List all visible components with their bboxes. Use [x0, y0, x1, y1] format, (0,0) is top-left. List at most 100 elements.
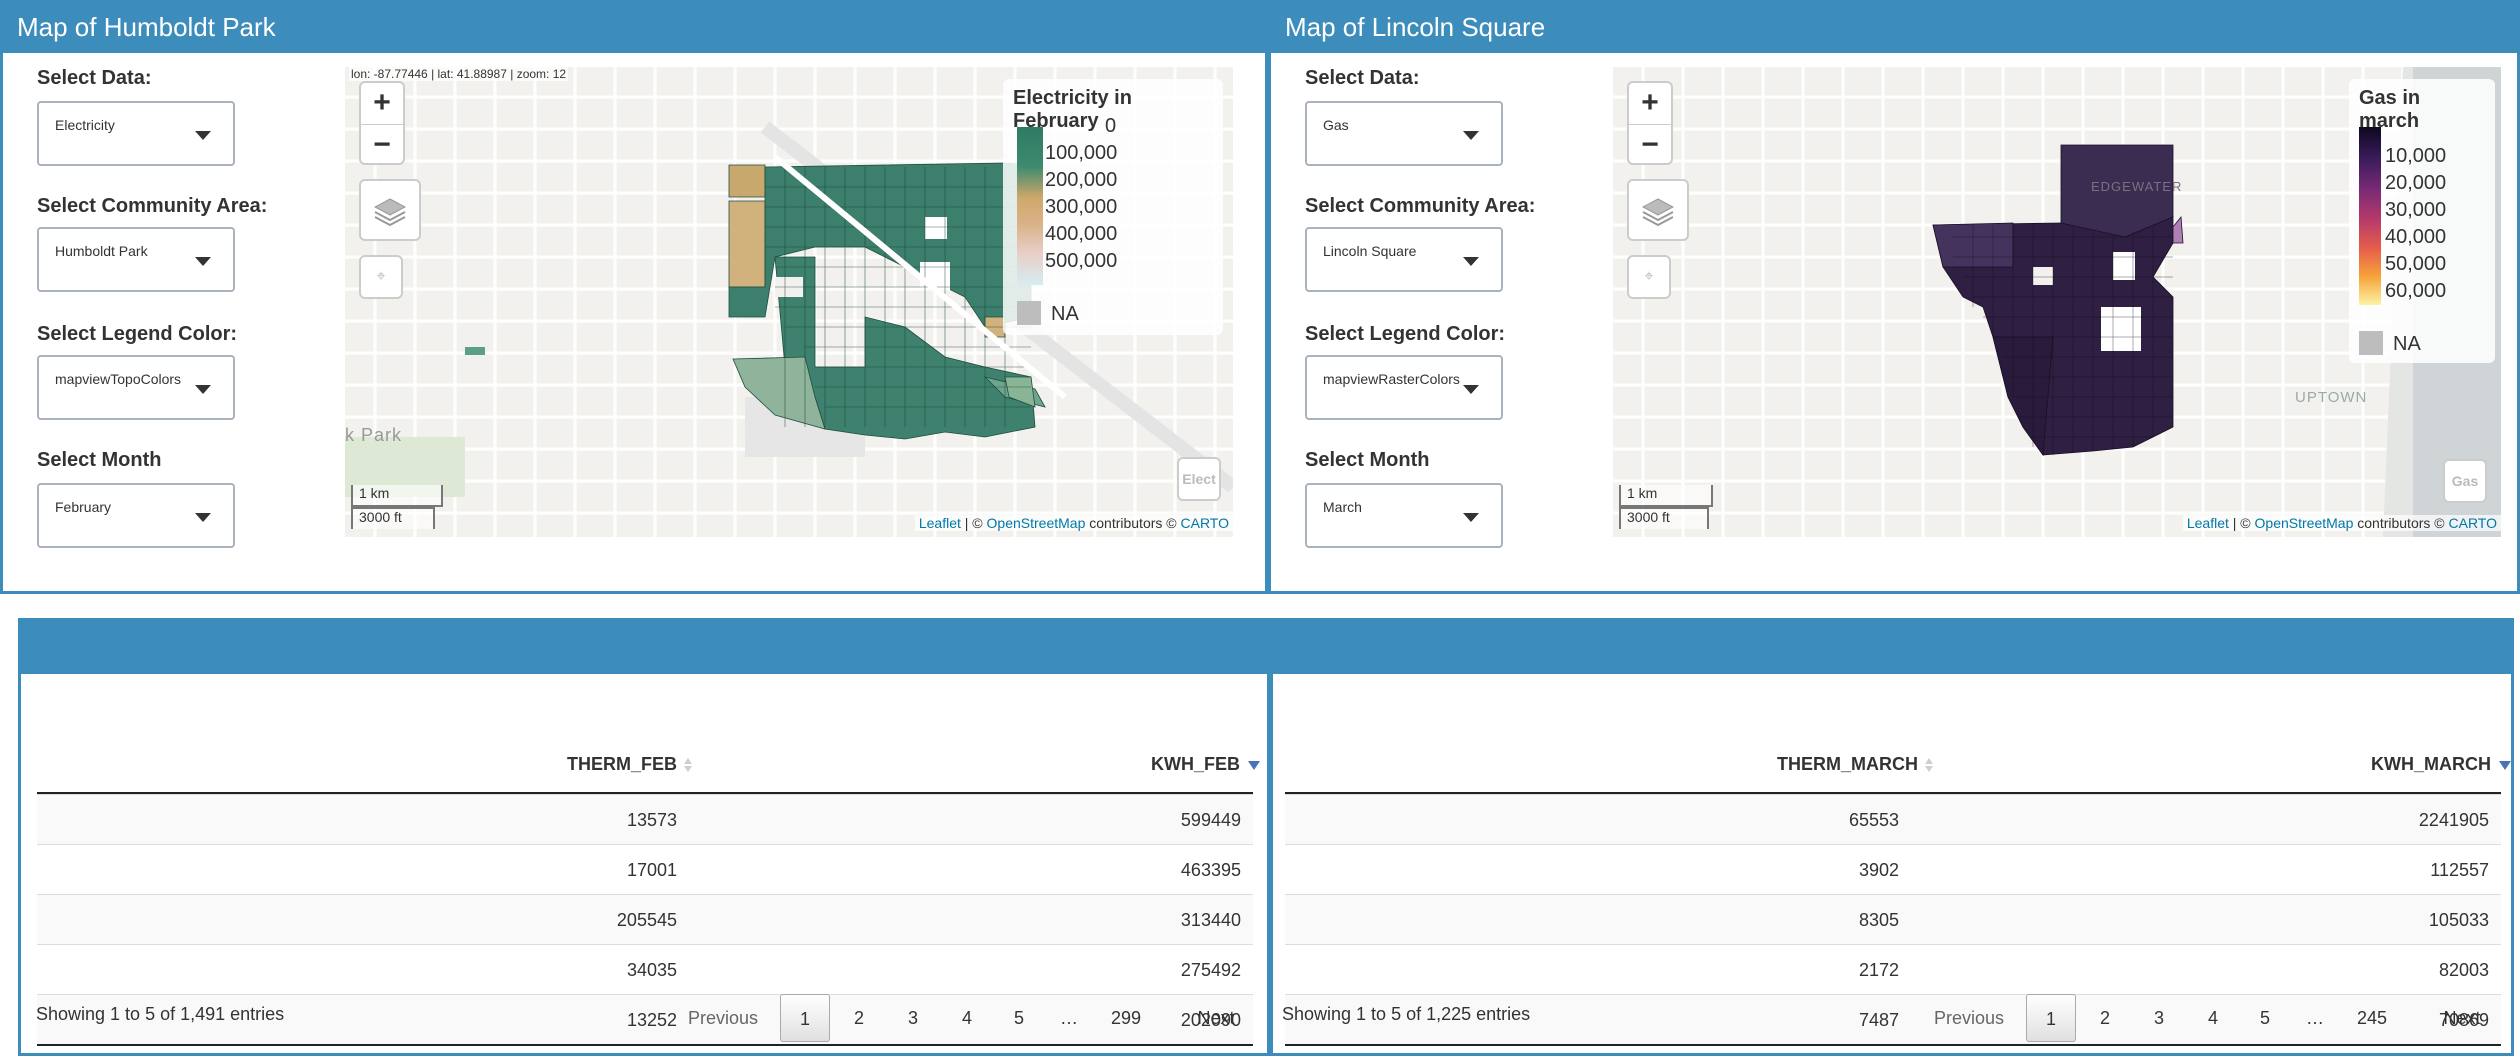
- cell-therm: 17001: [626, 860, 677, 880]
- select-data-dropdown[interactable]: Gas: [1305, 101, 1503, 166]
- zoom-in-button[interactable]: +: [1641, 86, 1659, 119]
- choropleth-layer[interactable]: [1613, 67, 2501, 537]
- select-month-label: Select Month: [1305, 449, 1430, 471]
- map-legend: Gas in march 10,000 20,000 30,000 40,000…: [2349, 79, 2495, 363]
- column-header-label: KWH_MARCH: [2371, 754, 2491, 774]
- pagination: Previous 1 2 3 4 5 … 299 Next: [680, 994, 1250, 1042]
- select-data-dropdown[interactable]: Electricity: [37, 101, 235, 166]
- home-zoom-button[interactable]: ⌖: [1627, 255, 1671, 299]
- pagination-page[interactable]: 2: [853, 1008, 864, 1028]
- panel-title: Map of Humboldt Park: [3, 3, 1265, 53]
- select-legend-color-value: mapviewTopoColors: [55, 371, 182, 387]
- select-month-dropdown[interactable]: February: [37, 483, 235, 548]
- legend-tick: 20,000: [2385, 172, 2447, 194]
- pagination-page[interactable]: 3: [2153, 1008, 2164, 1028]
- table-info: Showing 1 to 5 of 1,491 entries: [36, 1004, 285, 1024]
- select-community-dropdown[interactable]: Humboldt Park: [37, 227, 235, 292]
- table-row[interactable]: 65553 2241905: [1285, 794, 2501, 844]
- layers-button[interactable]: [359, 179, 421, 241]
- column-header-label: THERM_FEB: [567, 754, 678, 774]
- cell-therm: 205545: [616, 910, 677, 930]
- place-label: k Park: [345, 425, 403, 445]
- zoom-out-button[interactable]: −: [1629, 124, 1671, 166]
- cell-kwh: 202090: [1180, 1010, 1241, 1030]
- chevron-down-icon: [1463, 131, 1479, 140]
- pagination-previous[interactable]: Previous: [687, 1008, 759, 1028]
- layers-button[interactable]: [1627, 179, 1689, 241]
- legend-tick: 40,000: [2385, 226, 2447, 248]
- select-legend-color-dropdown[interactable]: mapviewRasterColors: [1305, 355, 1503, 420]
- select-community-value: Humboldt Park: [55, 243, 148, 259]
- layer-toggle-button[interactable]: Elect: [1177, 457, 1221, 501]
- table-row[interactable]: 17001 463395: [37, 844, 1253, 894]
- select-data-label: Select Data:: [37, 67, 152, 89]
- column-header-therm-feb[interactable]: THERM_FEB: [567, 754, 693, 775]
- cell-therm: 3902: [1858, 860, 1899, 880]
- place-label: EDGEWATER: [2091, 179, 2183, 194]
- zoom-out-button[interactable]: −: [361, 124, 403, 166]
- table-row[interactable]: 34035 275492: [37, 944, 1253, 994]
- osm-link[interactable]: OpenStreetMap: [2254, 515, 2354, 531]
- table-row[interactable]: 7487 70869: [1285, 994, 2501, 1044]
- column-header-therm-march[interactable]: THERM_MARCH: [1777, 754, 1934, 775]
- legend-colorbar: [1017, 127, 1043, 285]
- select-month-value: March: [1323, 499, 1362, 515]
- pagination-page[interactable]: 1: [2026, 994, 2076, 1042]
- pagination-ellipsis: …: [2306, 1008, 2324, 1028]
- column-header-kwh-march[interactable]: KWH_MARCH: [2371, 754, 2511, 775]
- select-legend-color-label: Select Legend Color:: [37, 323, 238, 345]
- pagination-page[interactable]: 299: [1110, 1008, 1142, 1028]
- table-row[interactable]: 13252 202090: [37, 994, 1253, 1044]
- pagination-page[interactable]: 1: [780, 994, 830, 1042]
- zoom-in-button[interactable]: +: [373, 86, 391, 119]
- cell-kwh: 313440: [1180, 910, 1241, 930]
- carto-link[interactable]: CARTO: [2448, 515, 2498, 531]
- pagination-page[interactable]: 2: [2099, 1008, 2110, 1028]
- pagination-page[interactable]: 3: [907, 1008, 918, 1028]
- cell-kwh: 112557: [2430, 860, 2489, 880]
- table-row[interactable]: 2172 82003: [1285, 944, 2501, 994]
- legend-tick: 400,000: [1045, 223, 1118, 245]
- pagination-page[interactable]: 245: [2356, 1008, 2388, 1028]
- pagination-page[interactable]: 4: [2207, 1008, 2218, 1028]
- layer-toggle-button[interactable]: Gas: [2443, 459, 2487, 503]
- attribution-text: | ©: [2228, 515, 2255, 531]
- select-month-value: February: [55, 499, 112, 515]
- select-legend-color-dropdown[interactable]: mapviewTopoColors: [37, 355, 235, 420]
- table-row[interactable]: 3902 112557: [1285, 844, 2501, 894]
- home-zoom-button[interactable]: ⌖: [359, 255, 403, 299]
- humboldt-table-panel: THERM_FEB KWH_FEB 13573 599449 17001 463…: [18, 674, 1270, 1056]
- table-row[interactable]: 205545 313440: [37, 894, 1253, 944]
- carto-link[interactable]: CARTO: [1180, 515, 1230, 531]
- humboldt-map-panel: Map of Humboldt Park Select Data: Electr…: [0, 0, 1268, 594]
- sort-icon: [683, 758, 693, 773]
- cell-kwh: 599449: [1180, 810, 1241, 830]
- table-row[interactable]: 8305 105033: [1285, 894, 2501, 944]
- legend-tick: 0: [1105, 115, 1117, 137]
- leaflet-link[interactable]: Leaflet: [918, 515, 961, 531]
- leaflet-map-humboldt[interactable]: lon: -87.77446 | lat: 41.88987 | zoom: 1…: [345, 67, 1233, 537]
- choropleth-layer[interactable]: [345, 67, 1233, 537]
- select-month-dropdown[interactable]: March: [1305, 483, 1503, 548]
- select-community-dropdown[interactable]: Lincoln Square: [1305, 227, 1503, 292]
- pagination-page[interactable]: 4: [961, 1008, 972, 1028]
- column-header-kwh-feb[interactable]: KWH_FEB: [1151, 754, 1260, 775]
- pagination-next[interactable]: Next: [2443, 1008, 2481, 1028]
- select-data-value: Electricity: [55, 117, 115, 133]
- pagination-next[interactable]: Next: [1197, 1008, 1235, 1028]
- pagination-page[interactable]: 5: [2259, 1008, 2270, 1028]
- cell-therm: 2172: [1858, 960, 1899, 980]
- pagination-page[interactable]: 5: [1013, 1008, 1024, 1028]
- pagination-previous[interactable]: Previous: [1933, 1008, 2005, 1028]
- legend-na-swatch: [1017, 301, 1041, 325]
- table-row[interactable]: 13573 599449: [37, 794, 1253, 844]
- select-community-label: Select Community Area:: [1305, 195, 1536, 217]
- legend-tick: 100,000: [1045, 142, 1118, 164]
- leaflet-map-lincoln[interactable]: + − ⌖ EDGEWATER UPTOWN Gas in march 10,0…: [1613, 67, 2501, 537]
- chevron-down-icon: [1463, 257, 1479, 266]
- leaflet-link[interactable]: Leaflet: [2186, 515, 2229, 531]
- osm-link[interactable]: OpenStreetMap: [986, 515, 1086, 531]
- attribution-text: contributors ©: [2353, 515, 2449, 531]
- attribution-text: contributors ©: [1085, 515, 1181, 531]
- legend-colorbar: [2359, 127, 2381, 305]
